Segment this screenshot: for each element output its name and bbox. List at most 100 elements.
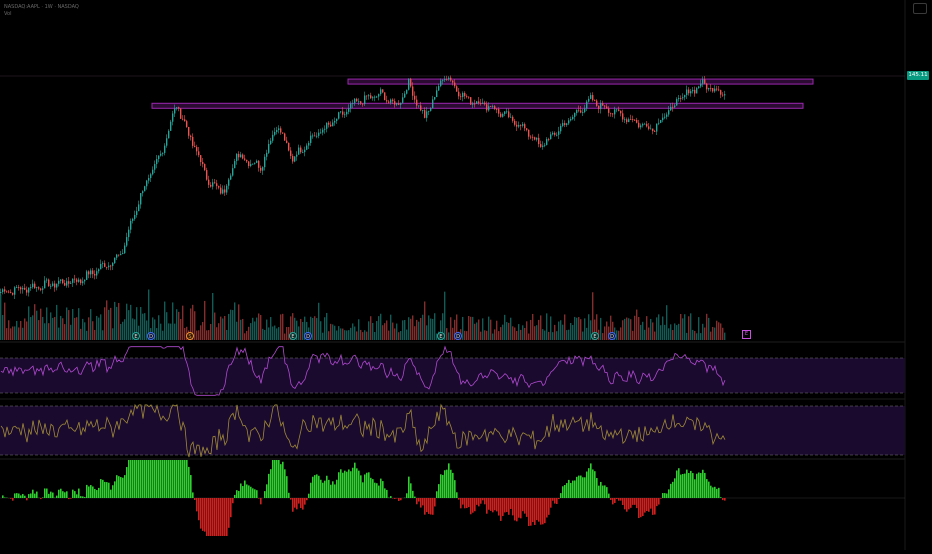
earnings-marker[interactable]: E <box>289 332 297 340</box>
histogram-bar <box>234 495 236 498</box>
candle-body <box>86 271 87 279</box>
histogram-bar <box>338 472 340 498</box>
volume-bar <box>232 310 233 340</box>
candle-body <box>300 148 301 153</box>
volume-bar <box>468 316 469 340</box>
candle-body <box>488 106 489 110</box>
histogram-bar <box>692 473 694 498</box>
candle-body <box>642 124 643 125</box>
histogram-bar <box>122 478 124 498</box>
volume-bar <box>534 326 535 340</box>
volume-bar <box>396 324 397 340</box>
histogram-bar <box>596 478 598 498</box>
histogram-bar <box>674 478 676 498</box>
volume-bar <box>266 320 267 340</box>
candle-body <box>74 279 75 280</box>
candle-body <box>302 152 303 153</box>
candle-body <box>418 105 419 106</box>
histogram-bar <box>556 498 558 504</box>
dividend-marker[interactable]: D <box>147 332 155 340</box>
dividend-marker[interactable]: D <box>608 332 616 340</box>
histogram-bar <box>484 498 486 504</box>
volume-bar <box>508 323 509 340</box>
histogram-bar <box>90 485 92 498</box>
dividend-marker[interactable]: D <box>454 332 462 340</box>
candle-body <box>294 157 295 162</box>
volume-bar <box>470 317 471 340</box>
earnings-marker[interactable]: E <box>437 332 445 340</box>
candle-body <box>638 123 639 128</box>
upcoming-earnings-flag[interactable]: E <box>742 330 751 339</box>
candle-body <box>142 191 143 193</box>
volume-bar <box>664 325 665 340</box>
histogram-bar <box>12 498 14 501</box>
candle-body <box>296 155 297 157</box>
settings-button[interactable] <box>913 3 927 14</box>
candle-body <box>470 97 471 105</box>
candle-body <box>44 280 45 288</box>
volume-bar <box>60 316 61 340</box>
histogram-bar <box>604 485 606 498</box>
candle-body <box>506 111 507 112</box>
histogram-bar <box>96 490 98 498</box>
histogram-bar <box>116 475 118 498</box>
histogram-bar <box>472 498 474 513</box>
histogram-bar <box>76 494 78 498</box>
candle-body <box>510 117 511 118</box>
candle-body <box>644 124 645 125</box>
histogram-bar <box>672 482 674 498</box>
volume-bar <box>386 320 387 340</box>
histogram-bar <box>700 473 702 498</box>
symbol-header: NASDAQ:AAPL · 1W · NASDAQ <box>4 4 79 10</box>
candle-body <box>492 106 493 107</box>
candle-body <box>108 266 109 268</box>
candle-body <box>416 100 417 106</box>
candle-body <box>126 237 127 245</box>
candle-body <box>210 185 211 187</box>
candle-body <box>564 123 565 125</box>
candle-body <box>156 159 157 164</box>
candle-body <box>16 287 17 288</box>
candle-body <box>96 271 97 275</box>
histogram-bar <box>194 498 196 500</box>
candle-body <box>616 109 617 110</box>
dividend-marker[interactable]: D <box>304 332 312 340</box>
candle-body <box>444 79 445 80</box>
histogram-bar <box>254 489 256 498</box>
candle-body <box>92 270 93 274</box>
histogram-bar <box>50 492 52 498</box>
histogram-bar <box>478 498 480 506</box>
volume-bar <box>496 321 497 340</box>
volume-bar <box>478 320 479 340</box>
volume-bar <box>502 325 503 340</box>
volume-bar <box>208 330 209 340</box>
volume-bar <box>492 334 493 340</box>
candle-body <box>128 230 129 237</box>
candle-body <box>258 161 259 168</box>
earnings-marker[interactable]: E <box>591 332 599 340</box>
candle-body <box>390 100 391 103</box>
candle-body <box>400 103 401 105</box>
volume-bar <box>112 328 113 340</box>
candle-body <box>174 108 175 113</box>
volume-bar <box>82 319 83 340</box>
candle-body <box>550 134 551 139</box>
histogram-bar <box>220 498 222 536</box>
volume-bar <box>394 328 395 340</box>
volume-bar <box>450 317 451 340</box>
histogram-bar <box>664 493 666 498</box>
earnings-marker[interactable]: E <box>132 332 140 340</box>
histogram-bar <box>48 494 50 498</box>
candle-body <box>384 92 385 100</box>
candle-body <box>698 86 699 88</box>
histogram-bar <box>260 498 262 504</box>
candle-body <box>180 109 181 119</box>
volume-bar <box>526 321 527 340</box>
candle-body <box>514 121 515 125</box>
volume-bar <box>620 327 621 340</box>
candle-body <box>372 97 373 98</box>
split-marker[interactable]: S <box>186 332 194 340</box>
candle-body <box>148 178 149 181</box>
candle-body <box>166 138 167 145</box>
